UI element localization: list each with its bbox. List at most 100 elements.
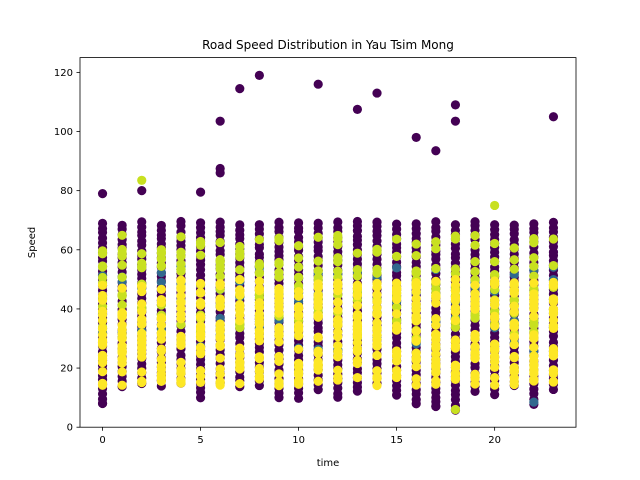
data-point xyxy=(137,352,147,362)
data-point xyxy=(137,338,147,348)
data-point xyxy=(529,292,539,302)
data-point xyxy=(254,220,264,230)
data-point xyxy=(352,216,363,227)
data-point xyxy=(97,380,108,390)
data-point xyxy=(372,373,382,383)
data-point xyxy=(254,352,264,362)
data-point xyxy=(352,271,363,281)
data-point xyxy=(215,257,225,267)
data-point xyxy=(548,261,559,271)
data-point xyxy=(411,336,421,346)
data-point xyxy=(450,307,461,317)
data-point xyxy=(509,255,519,265)
data-point xyxy=(490,200,500,211)
data-point xyxy=(529,320,539,330)
data-point xyxy=(156,261,166,271)
data-point xyxy=(156,284,166,295)
data-point xyxy=(529,278,539,288)
data-point xyxy=(235,274,245,285)
data-point xyxy=(450,100,461,110)
data-point xyxy=(137,306,147,317)
data-point xyxy=(97,272,108,283)
data-point xyxy=(352,343,363,354)
data-point xyxy=(450,231,461,241)
data-point xyxy=(254,336,264,346)
data-point xyxy=(333,341,343,351)
data-point xyxy=(450,116,461,126)
data-point xyxy=(431,217,441,227)
data-point xyxy=(450,220,461,230)
data-point xyxy=(470,230,480,241)
data-point xyxy=(274,323,284,333)
data-point xyxy=(254,249,264,259)
data-point xyxy=(411,299,421,309)
data-point xyxy=(450,315,461,326)
data-point xyxy=(333,240,343,250)
data-point xyxy=(529,253,539,263)
data-point xyxy=(274,291,284,301)
data-point xyxy=(176,251,186,261)
data-point xyxy=(97,358,108,368)
data-point xyxy=(215,341,225,351)
data-point xyxy=(392,366,402,376)
data-point xyxy=(490,257,500,267)
data-point xyxy=(97,315,108,326)
data-point xyxy=(235,241,245,252)
data-point xyxy=(352,290,363,300)
data-point xyxy=(293,358,304,369)
data-point xyxy=(431,146,441,156)
x-tick-label: 0 xyxy=(99,435,105,446)
data-point xyxy=(490,279,500,290)
data-point xyxy=(392,278,402,288)
data-point xyxy=(195,323,206,333)
data-point xyxy=(509,339,519,350)
data-point xyxy=(235,351,245,361)
data-point xyxy=(313,79,323,89)
data-point xyxy=(529,219,539,229)
data-point xyxy=(235,252,245,262)
data-point xyxy=(235,305,245,316)
data-point xyxy=(470,266,480,277)
data-point xyxy=(254,283,264,293)
points-layer xyxy=(97,70,559,415)
data-point xyxy=(431,401,441,412)
data-point xyxy=(372,217,382,227)
data-point xyxy=(392,325,402,335)
data-point xyxy=(411,132,421,143)
data-point xyxy=(313,218,323,228)
data-point xyxy=(470,313,480,323)
y-tick-label: 20 xyxy=(60,364,73,375)
data-point xyxy=(137,299,147,309)
data-point xyxy=(176,216,186,227)
data-point xyxy=(274,267,284,278)
data-point xyxy=(117,230,127,240)
data-point xyxy=(176,378,186,388)
data-point xyxy=(137,376,147,386)
data-point xyxy=(235,265,245,275)
data-point xyxy=(274,217,284,227)
data-point xyxy=(509,332,519,342)
data-point xyxy=(333,365,343,375)
data-point xyxy=(215,324,225,334)
data-point xyxy=(392,302,402,312)
data-point xyxy=(176,264,186,275)
data-point xyxy=(176,340,186,350)
data-point xyxy=(411,239,421,249)
data-point xyxy=(411,348,421,358)
data-point xyxy=(392,251,402,262)
data-point xyxy=(254,261,264,271)
data-point xyxy=(195,377,206,388)
y-tick-label: 120 xyxy=(54,68,73,79)
data-point xyxy=(313,232,323,242)
data-point xyxy=(431,237,441,247)
data-point xyxy=(509,264,519,274)
data-point xyxy=(529,261,539,271)
data-point xyxy=(137,249,147,259)
data-point xyxy=(97,189,108,199)
data-point xyxy=(293,311,304,321)
data-point xyxy=(352,264,363,275)
data-point xyxy=(333,305,343,315)
data-point xyxy=(254,328,264,338)
data-point xyxy=(117,283,127,293)
